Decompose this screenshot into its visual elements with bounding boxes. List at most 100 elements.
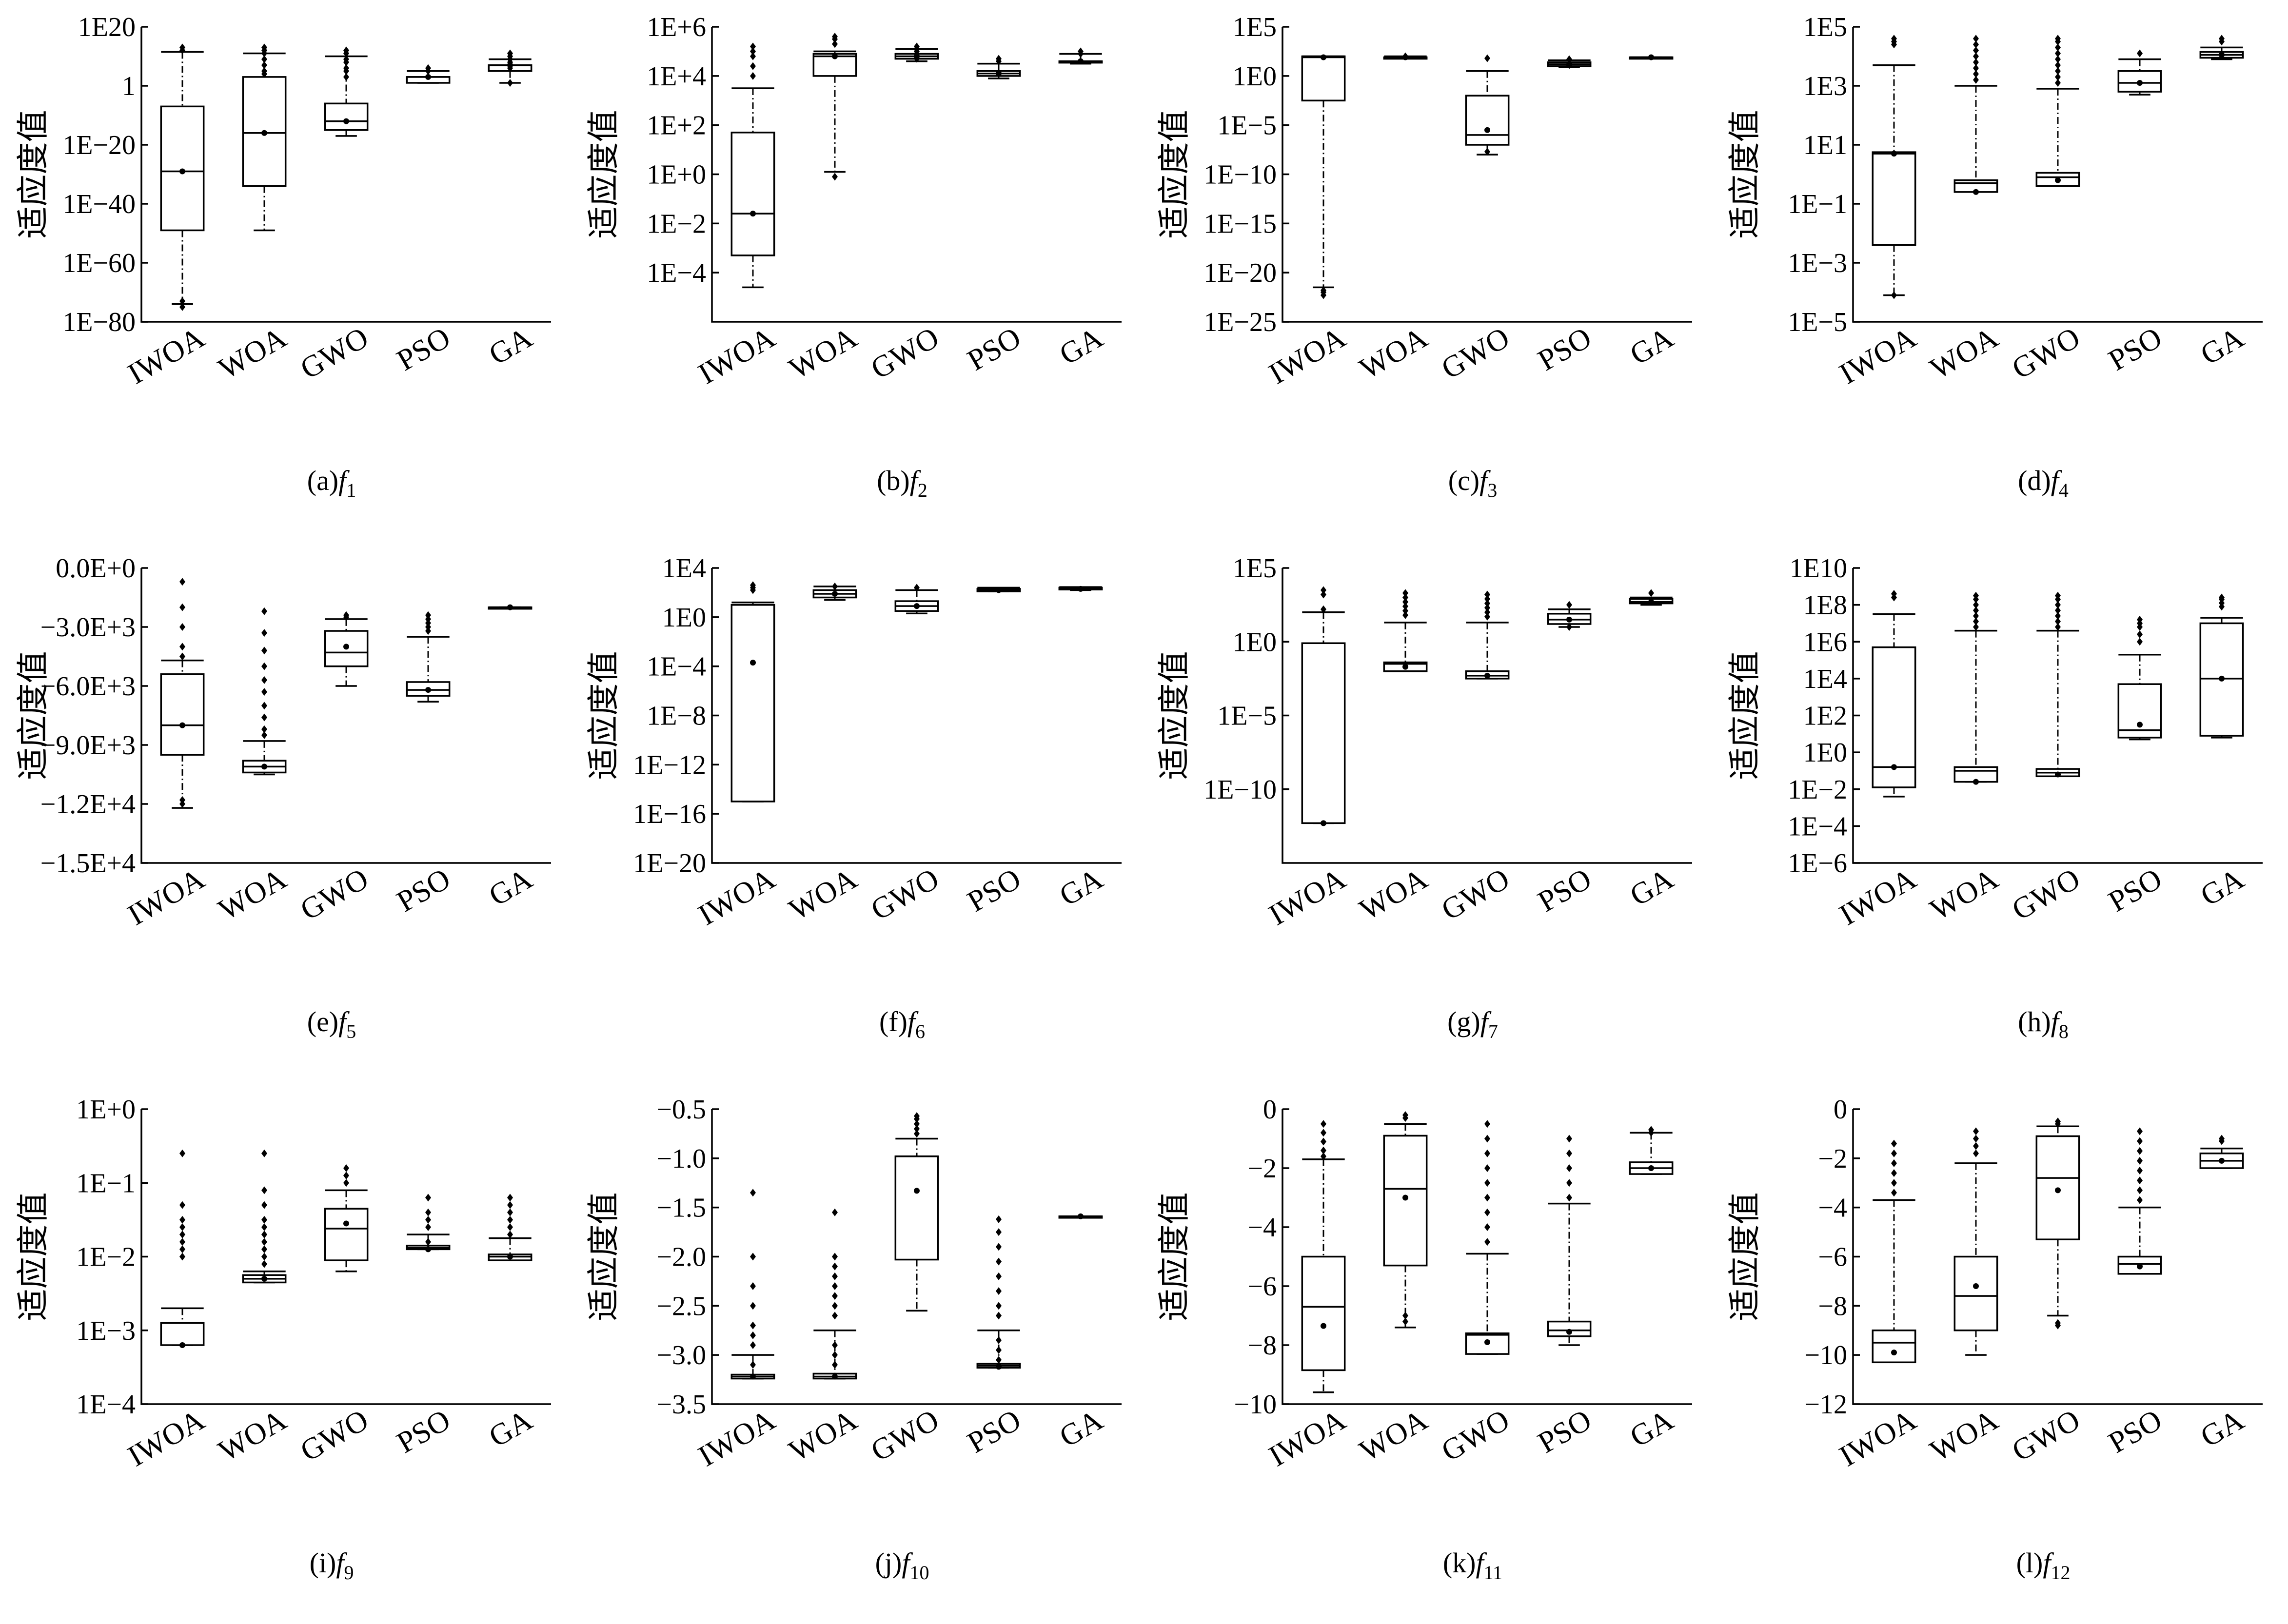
box-WOA	[1383, 589, 1428, 672]
y-tick-label: 1	[122, 71, 136, 101]
outlier-point	[914, 584, 920, 592]
x-category-label: GWO	[2007, 321, 2086, 386]
outlier-point	[1484, 1179, 1490, 1187]
y-tick-label: 1E+6	[647, 12, 706, 42]
x-category-label: IWOA	[693, 321, 781, 391]
x-category-label: WOA	[784, 862, 863, 927]
iqr-box	[160, 105, 205, 232]
y-tick-label: −2.5	[656, 1291, 706, 1321]
outlier-point	[1973, 70, 1979, 78]
outlier-point	[832, 1292, 838, 1300]
outlier-point	[2055, 73, 2061, 81]
outlier-point	[1484, 54, 1490, 62]
outlier-point	[1321, 586, 1326, 594]
outlier-point	[996, 1272, 1002, 1280]
y-tick-label: 1E−5	[1788, 307, 1847, 337]
x-category-label: PSO	[962, 862, 1026, 919]
outlier-point	[914, 1115, 920, 1123]
x-category-label: WOA	[213, 1403, 292, 1468]
y-tick-label: 1E8	[1803, 590, 1847, 621]
y-tick-label: 0	[1834, 1095, 1847, 1125]
outlier-point	[750, 1341, 756, 1349]
x-category-label: WOA	[1925, 1403, 2004, 1468]
outlier-point	[2055, 601, 2061, 609]
iqr-box	[730, 604, 775, 802]
outlier-point	[914, 50, 920, 58]
y-tick-label: 1E−2	[1788, 775, 1847, 805]
outlier-point	[750, 1189, 756, 1197]
mean-marker	[750, 211, 756, 217]
outlier-point	[425, 1215, 431, 1224]
outlier-point	[996, 55, 1002, 63]
panel-caption: (h)f8	[2018, 1006, 2069, 1042]
y-tick-label: −2.0	[656, 1242, 706, 1272]
y-axis-label: 适应度值	[14, 1193, 52, 1321]
outlier-point	[1566, 1194, 1572, 1202]
outlier-point	[179, 603, 185, 611]
outlier-point	[1891, 35, 1897, 43]
iqr-box	[894, 1155, 939, 1261]
y-tick-label: −6	[1247, 1272, 1277, 1302]
outlier-point	[425, 627, 431, 635]
box-GWO	[324, 46, 369, 137]
outlier-point	[1402, 1114, 1408, 1122]
y-tick-label: 1E5	[1803, 12, 1847, 42]
outlier-point	[2055, 612, 2061, 620]
outlier-point	[1566, 1149, 1572, 1157]
outlier-point	[179, 303, 185, 311]
y-tick-label: −8	[1818, 1291, 1847, 1321]
outlier-point	[2055, 49, 2061, 58]
outlier-point	[261, 725, 267, 733]
mean-marker	[2137, 1263, 2143, 1270]
outlier-point	[1973, 1135, 1979, 1143]
outlier-point	[1566, 623, 1572, 631]
mean-marker	[2219, 675, 2225, 682]
iqr-box	[324, 630, 369, 667]
y-tick-label: 1E20	[78, 12, 136, 42]
box-IWOA	[1872, 35, 1916, 299]
outlier-point	[1891, 1169, 1897, 1177]
box-WOA	[242, 607, 287, 776]
mean-marker	[2055, 771, 2061, 778]
outlier-point	[750, 72, 756, 80]
outlier-point	[914, 1125, 920, 1133]
outlier-point	[1402, 611, 1408, 619]
outlier-point	[1484, 1164, 1490, 1172]
box-GWO	[324, 611, 369, 687]
outlier-point	[832, 1262, 838, 1271]
y-axis-label: 适应度值	[585, 651, 622, 780]
outlier-point	[1973, 601, 1979, 609]
y-tick-label: 1E−4	[647, 258, 706, 288]
outlier-point	[750, 62, 756, 70]
y-tick-label: 1E−1	[76, 1168, 136, 1198]
y-tick-label: −6.0E+3	[40, 671, 136, 702]
y-tick-label: −9.0E+3	[40, 730, 136, 761]
outlier-point	[2137, 1137, 2143, 1145]
x-category-label: GWO	[295, 321, 374, 386]
iqr-box	[2035, 172, 2080, 187]
x-category-label: GWO	[866, 1403, 945, 1468]
x-category-label: GWO	[866, 321, 945, 386]
outlier-point	[750, 1282, 756, 1290]
x-category-label: GA	[483, 1403, 538, 1454]
outlier-point	[1402, 607, 1408, 615]
y-tick-label: 1E−16	[633, 799, 706, 829]
outlier-point	[425, 1194, 431, 1202]
iqr-box	[1953, 1255, 1998, 1331]
outlier-point	[1973, 623, 1979, 631]
y-tick-label: 1E1	[1803, 130, 1847, 160]
outlier-point	[832, 1361, 838, 1369]
outlier-point	[2055, 1321, 2061, 1330]
outlier-point	[2137, 1176, 2143, 1185]
mean-marker	[1566, 616, 1572, 623]
y-tick-label: 1E−4	[1788, 811, 1847, 841]
iqr-box	[324, 1208, 369, 1261]
mean-marker	[2219, 1157, 2225, 1164]
outlier-point	[507, 1194, 513, 1202]
x-category-label: GWO	[1436, 1403, 1515, 1468]
outlier-point	[1973, 606, 1979, 614]
x-category-label: PSO	[1532, 1403, 1597, 1460]
outlier-point	[832, 1302, 838, 1310]
box-GA	[1629, 589, 1674, 606]
box-GWO	[894, 584, 939, 615]
